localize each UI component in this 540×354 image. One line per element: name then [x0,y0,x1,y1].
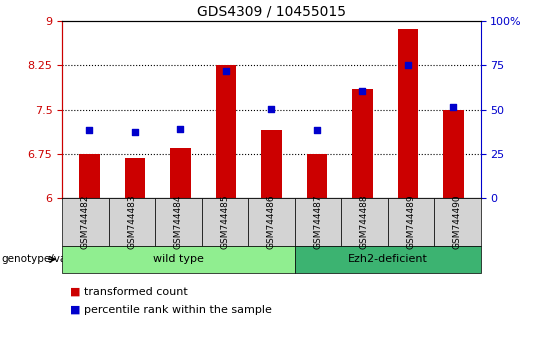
Bar [397,29,418,198]
Point [313,127,321,133]
Text: GSM744484: GSM744484 [174,195,183,249]
Text: GSM744490: GSM744490 [453,195,462,250]
Bar [170,148,191,198]
Text: GSM744483: GSM744483 [127,195,137,250]
Text: transformed count: transformed count [84,287,187,297]
Text: GSM744489: GSM744489 [406,195,415,250]
Text: GSM744486: GSM744486 [267,195,276,250]
Text: GSM744487: GSM744487 [313,195,322,250]
Point [358,88,367,94]
Point [85,127,94,133]
Bar [125,158,145,198]
Text: Ezh2-deficient: Ezh2-deficient [348,254,428,264]
Text: wild type: wild type [153,254,204,264]
Text: GSM744488: GSM744488 [360,195,369,250]
Point [267,106,276,112]
Bar [79,154,99,198]
Title: GDS4309 / 10455015: GDS4309 / 10455015 [197,5,346,19]
Text: ■: ■ [70,305,80,315]
Bar [352,89,373,198]
Text: GSM744482: GSM744482 [81,195,90,249]
Text: percentile rank within the sample: percentile rank within the sample [84,305,272,315]
Bar [215,65,236,198]
Point [131,129,139,135]
Point [403,62,412,68]
Point [221,69,230,74]
Text: ■: ■ [70,287,80,297]
Point [176,126,185,131]
Bar [261,130,281,198]
Text: genotype/variation: genotype/variation [1,254,100,264]
Bar [443,110,463,198]
Point [449,104,457,110]
Text: GSM744485: GSM744485 [220,195,230,250]
Bar [307,154,327,198]
